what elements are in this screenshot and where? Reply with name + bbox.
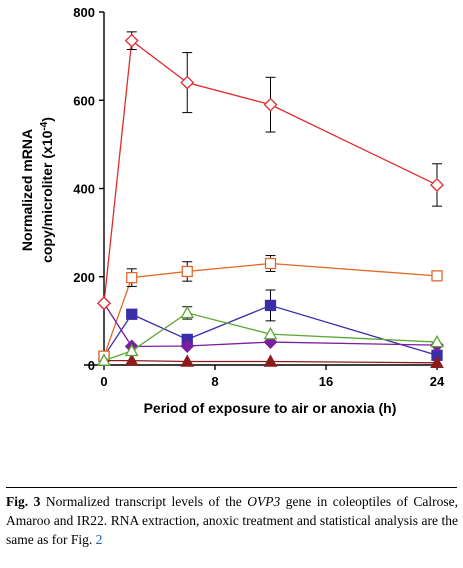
data-point [97, 296, 111, 311]
data-point [124, 33, 139, 48]
caption-label: Fig. 3 [6, 494, 41, 509]
x-axis-title: Period of exposure to air or anoxia (h) [144, 400, 397, 416]
data-point [263, 327, 278, 340]
data-point [430, 355, 444, 369]
data-point [264, 257, 277, 270]
data-point [124, 343, 139, 357]
caption-figure-link[interactable]: 2 [95, 532, 103, 547]
data-point [264, 299, 277, 312]
series-calrose-air [98, 289, 443, 362]
series-layer [97, 31, 444, 369]
data-point [263, 354, 278, 367]
data-point [180, 339, 195, 353]
x-tick-label: 0 [100, 374, 107, 389]
y-axis-title-line1: Normalized mRNA [19, 129, 35, 251]
caption-text-after: gene in coleoptiles of Calrose, Amaroo a… [6, 494, 459, 547]
x-tick-label: 16 [319, 374, 333, 389]
data-point [180, 354, 195, 367]
y-axis-title-line2: copy/microliter (x10-4) [39, 117, 55, 263]
data-point [180, 75, 195, 90]
data-point [431, 270, 443, 282]
series-amaroo-anoxia [97, 31, 444, 311]
y-tick-label: 400 [73, 182, 95, 197]
y-axis-title-main: copy/microliter (x10 [39, 130, 55, 262]
data-point [126, 271, 138, 284]
y-axis-title-superscript: -4 [39, 121, 50, 130]
data-point [430, 334, 444, 348]
data-point [181, 265, 193, 278]
data-point [126, 308, 138, 320]
data-point [263, 97, 278, 112]
y-tick-label: 800 [73, 5, 95, 20]
series-ir22-anoxia [97, 305, 444, 366]
data-point [97, 353, 111, 366]
caption-gene: OVP3 [247, 494, 281, 509]
data-point [180, 305, 195, 319]
chart: 0 200 400 600 800 0 8 16 24 Period of exposure t… [19, 5, 445, 416]
figure-caption: Fig. 3 Normalized transcript levels of t… [6, 492, 458, 549]
y-tick-label: 200 [73, 270, 95, 285]
data-point [124, 353, 139, 366]
y-tick-label: 0 [88, 358, 95, 373]
y-axis-title-close: ) [39, 117, 55, 122]
x-tick-label: 24 [430, 374, 445, 389]
x-tick-label: 8 [211, 374, 218, 389]
y-tick-label: 600 [73, 93, 95, 108]
caption-divider [6, 487, 457, 488]
data-point [430, 178, 444, 192]
caption-text-before: Normalized transcript levels of the [40, 494, 248, 509]
axes: 0 200 400 600 800 0 8 16 24 [73, 5, 445, 389]
